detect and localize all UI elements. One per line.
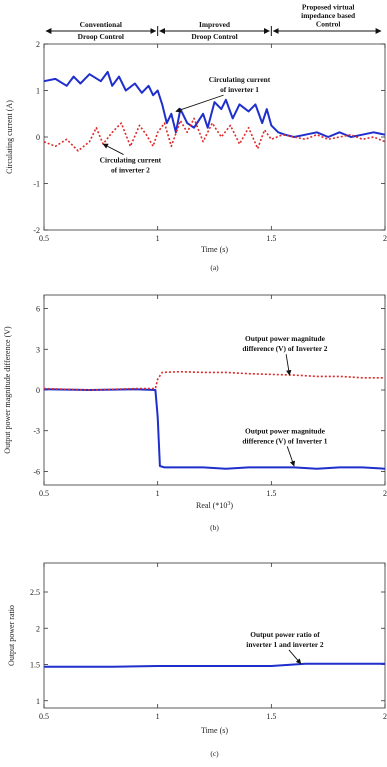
y-tick-label: -3 <box>33 427 40 436</box>
chart-panel-3: 0.5 1 1.5 2 1 1.5 2 2.5 Time (s) Output power rat… <box>7 562 387 758</box>
y-axis-label: Output power ratio <box>7 605 16 666</box>
annotation-text: of inverter 2 <box>111 166 150 175</box>
region-label: Control <box>316 20 341 29</box>
y-tick-label: 6 <box>36 305 40 314</box>
x-axis-label: Real (*103) <box>196 501 233 510</box>
region-label: Proposed virtual <box>302 3 355 12</box>
panel-caption: (a) <box>210 263 219 272</box>
x-axis-label: Time (s) <box>201 726 228 735</box>
x-tick-label: 1.5 <box>266 712 276 721</box>
x-tick-label: 2 <box>383 489 387 498</box>
x-tick-label: 1.5 <box>266 234 276 243</box>
x-tick-label: 0.5 <box>39 234 49 243</box>
y-tick-label: 1 <box>36 87 40 96</box>
chart-panel-1: 0.5 1 1.5 2 -2 -1 0 1 2 Time (s) Circulating curre… <box>5 3 387 273</box>
annotation-text: inverter 1 and inverter 2 <box>246 640 324 649</box>
x-tick-label: 1 <box>156 234 160 243</box>
panel-caption: (c) <box>210 749 219 758</box>
panel-caption: (b) <box>210 523 219 532</box>
y-axis-label: Output power magnitude difference (V) <box>3 326 12 454</box>
annotation-text: Circulating current <box>209 75 271 84</box>
annotation-arrow <box>102 143 124 155</box>
x-tick-label: 0.5 <box>39 712 49 721</box>
annotation-text: difference (V) of Inverter 2 <box>242 344 327 353</box>
region-label: Droop Control <box>191 32 237 41</box>
y-tick-label: 0 <box>36 386 40 395</box>
series-line-2 <box>43 370 385 391</box>
annotation-text: Output power ratio of <box>250 630 320 639</box>
annotation-arrow <box>285 354 292 376</box>
y-tick-label: 1 <box>36 697 40 706</box>
region-label: Conventional <box>80 20 122 29</box>
x-tick-label: 1 <box>156 489 160 498</box>
y-tick-label: 2 <box>36 624 40 633</box>
plot-frame <box>43 562 386 709</box>
series-line-1 <box>43 388 386 470</box>
y-tick-label: -1 <box>33 180 40 189</box>
annotation-arrow <box>286 446 296 467</box>
annotation-text: Output power magnitude <box>245 426 326 435</box>
series-line-1 <box>43 70 386 138</box>
chart-panel-2: 0.5 1 1.5 2 -6 -3 0 3 6 Real (*103) Output power m… <box>3 294 387 532</box>
x-tick-label: 2 <box>383 712 387 721</box>
x-tick-label: 1 <box>156 712 160 721</box>
annotation-text: Circulating current <box>100 156 162 165</box>
annotation-text: Output power magnitude <box>245 334 326 343</box>
annotation-arrow <box>175 94 224 113</box>
x-tick-label: 2 <box>383 234 387 243</box>
plot-frame <box>43 43 386 231</box>
region-label: impedance based <box>301 11 356 20</box>
series-line-2 <box>43 117 386 152</box>
x-tick-label: 1.5 <box>266 489 276 498</box>
region-label: Improved <box>199 20 231 29</box>
y-tick-label: 2 <box>36 40 40 49</box>
annotation-arrow <box>288 649 302 665</box>
region-label: Droop Control <box>78 32 124 41</box>
y-tick-label: -2 <box>33 226 40 235</box>
x-tick-label: 0.5 <box>39 489 49 498</box>
annotation-text: difference (V) of Inverter 1 <box>242 436 327 445</box>
x-axis-label: Time (s) <box>201 245 228 254</box>
y-tick-label: 0 <box>36 133 40 142</box>
y-axis-label: Circulating current (A) <box>5 100 14 174</box>
y-tick-label: 2.5 <box>30 588 40 597</box>
y-tick-label: 1.5 <box>30 661 40 670</box>
annotation-text: of inverter 1 <box>220 85 259 94</box>
y-tick-label: 3 <box>36 345 40 354</box>
series-line-1 <box>44 662 385 668</box>
y-tick-label: -6 <box>33 467 40 476</box>
control-regions: Conventional Droop Control Improved Droop C… <box>45 3 382 41</box>
